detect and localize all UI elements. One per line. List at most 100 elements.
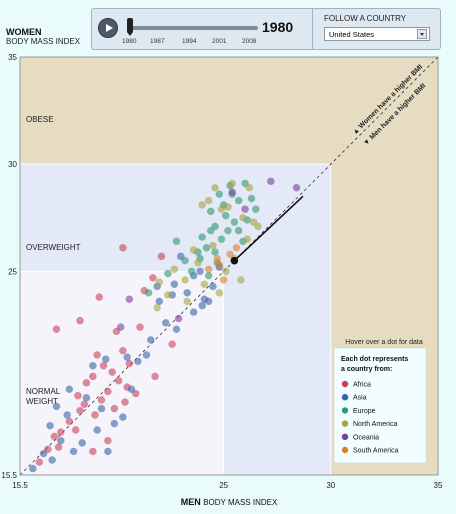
data-point-africa [71, 426, 80, 434]
follow-country-panel: FOLLOW A COUNTRY United States [312, 9, 441, 49]
data-point-asia [172, 325, 181, 334]
slider-tick-2008: 2008 [242, 38, 257, 45]
legend-swatch-south-america [341, 446, 349, 454]
data-point-africa [97, 396, 106, 404]
data-point-oceania [116, 323, 125, 331]
data-point-europe [198, 233, 207, 241]
country-select[interactable]: United States [324, 27, 430, 41]
data-point-north-america [164, 291, 172, 299]
data-point-asia [161, 318, 170, 327]
data-point-asia [134, 357, 142, 366]
legend-title-line-2: a country from: [341, 366, 392, 373]
data-point-north-america [183, 297, 192, 306]
year-slider-handle[interactable] [127, 18, 133, 36]
y-axis-subtitle: BODY MASS INDEX [6, 37, 81, 46]
legend-label-europe: Europe [353, 408, 376, 415]
legend-swatch-north-america [341, 420, 349, 427]
data-point-africa [99, 361, 108, 370]
y-tick-label: 25 [8, 267, 17, 276]
data-point-africa [35, 458, 44, 466]
data-point-north-america [228, 179, 237, 188]
data-point-north-america [153, 303, 162, 312]
data-point-europe [181, 256, 189, 265]
data-point-south-america [232, 243, 241, 252]
data-point-asia [97, 404, 106, 413]
slider-tick-1987: 1987 [150, 38, 165, 45]
data-point-africa [119, 243, 127, 252]
data-point-north-america [217, 205, 226, 214]
data-point-africa [149, 273, 157, 282]
region-label-normal-line-2: WEIGHT [26, 397, 58, 406]
data-point-asia [48, 456, 57, 464]
chevron-down-icon[interactable] [417, 29, 427, 39]
data-point-africa [119, 346, 127, 355]
data-point-asia [52, 402, 61, 411]
data-point-africa [104, 436, 112, 445]
data-point-asia [189, 308, 198, 316]
data-point-asia [209, 282, 217, 291]
highlight-trail [233, 195, 304, 262]
data-point-europe [251, 205, 260, 214]
legend-swatch-africa [341, 380, 349, 388]
data-point-africa [50, 432, 59, 441]
data-point-africa [89, 447, 97, 456]
slider-tick-2001: 2001 [212, 38, 227, 45]
x-axis-title: MEN BODY MASS INDEX [181, 497, 278, 507]
legend-label-africa: Africa [353, 382, 371, 389]
data-point-south-america [204, 265, 213, 274]
data-point-africa [93, 351, 102, 359]
data-point-asia [78, 438, 87, 447]
data-point-europe [221, 211, 230, 220]
data-point-asia [56, 436, 65, 445]
data-point-asia [63, 411, 72, 419]
data-point-north-america [215, 288, 224, 297]
legend-label-oceania: Oceania [353, 434, 379, 441]
data-point-africa [76, 406, 84, 415]
data-point-north-america [211, 183, 219, 192]
legend-title-line-1: Each dot represents [341, 356, 408, 363]
data-point-asia [93, 426, 102, 434]
play-icon[interactable] [98, 18, 118, 38]
data-point-africa [89, 372, 97, 381]
data-point-europe [206, 207, 215, 216]
data-point-north-america [249, 218, 258, 226]
data-point-asia [69, 447, 78, 456]
slider-tick-1994: 1994 [182, 38, 197, 45]
year-slider-track[interactable] [128, 26, 258, 30]
data-point-africa [114, 376, 123, 385]
data-point-north-america [204, 196, 213, 205]
y-tick-label: 35 [8, 53, 17, 62]
highlight-point [230, 256, 239, 265]
data-point-africa [136, 323, 144, 331]
data-point-asia [39, 449, 48, 458]
data-point-africa [108, 368, 117, 376]
data-point-africa [95, 293, 104, 301]
data-point-europe [215, 190, 224, 199]
y-axis-title: WOMEN [6, 27, 42, 37]
legend-label-south-america: South America [353, 448, 399, 455]
data-point-south-america [219, 276, 228, 284]
data-point-asia [142, 351, 151, 359]
data-point-asia [198, 301, 207, 310]
data-point-north-america [209, 241, 217, 250]
plot-frame [19, 56, 439, 476]
data-point-oceania [228, 188, 237, 196]
region-label-overweight: OVERWEIGHT [26, 243, 81, 252]
data-point-africa [168, 340, 177, 349]
data-point-north-america [189, 246, 198, 254]
legend-swatch-oceania [341, 433, 349, 440]
data-point-africa [125, 359, 134, 368]
data-point-africa [121, 398, 129, 406]
data-point-africa [104, 387, 112, 396]
data-point-asia [101, 355, 110, 364]
x-axis-title-rest: BODY MASS INDEX [203, 498, 278, 507]
data-point-europe [230, 218, 239, 226]
data-point-asia [123, 353, 132, 361]
data-point-asia [29, 464, 37, 473]
x-axis-title-bold: MEN [181, 497, 204, 507]
data-point-europe [202, 243, 211, 252]
data-point-south-america [213, 254, 222, 263]
data-point-asia [127, 385, 136, 394]
data-point-europe [211, 248, 219, 256]
y-tick-label: 30 [8, 160, 17, 169]
